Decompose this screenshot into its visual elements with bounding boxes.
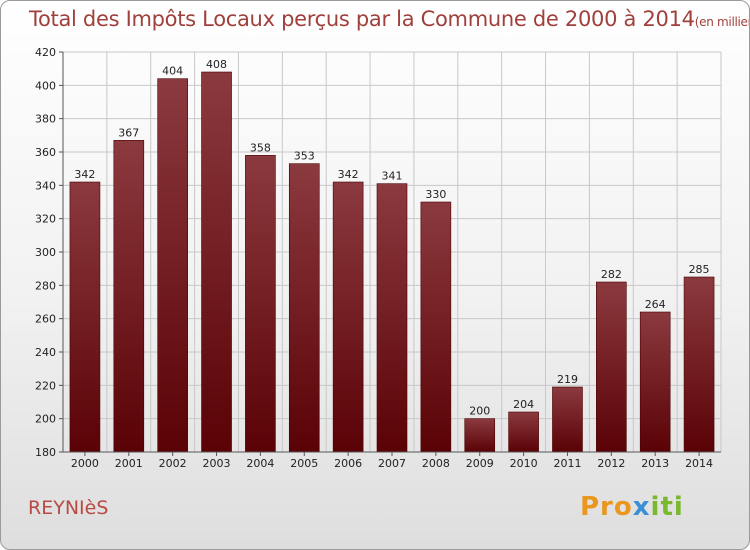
proxiti-logo: Proxiti bbox=[580, 492, 684, 522]
y-tick-label: 300 bbox=[35, 246, 56, 259]
value-label-2009: 200 bbox=[469, 405, 490, 418]
bar-2000 bbox=[69, 181, 101, 453]
y-tick-label: 280 bbox=[35, 279, 56, 292]
chart-unit: (en milliers d'€) bbox=[694, 15, 749, 29]
labels: 180 200 220 240 260 280 300 320 340 360 380 400 420 3… bbox=[35, 46, 713, 470]
chart-title-text: Total des Impôts Locaux perçus par la Co… bbox=[29, 7, 695, 31]
x-tick-label-2004: 2004 bbox=[246, 457, 274, 470]
x-tick-label-2005: 2005 bbox=[290, 457, 318, 470]
value-label-2013: 264 bbox=[645, 298, 666, 311]
bar-2007 bbox=[376, 183, 408, 453]
bar-2006 bbox=[332, 181, 364, 453]
commune-name: REYNIèS bbox=[28, 497, 109, 519]
value-label-2006: 342 bbox=[338, 168, 359, 181]
chart-title: Total des Impôts Locaux perçus par la Co… bbox=[29, 7, 749, 31]
x-tick-label-2000: 2000 bbox=[71, 457, 99, 470]
bar-2001 bbox=[113, 140, 145, 453]
bars bbox=[69, 71, 715, 453]
logo-part-2: x bbox=[632, 492, 651, 522]
x-tick-label-2008: 2008 bbox=[422, 457, 450, 470]
y-tick-label: 220 bbox=[35, 379, 56, 392]
axes bbox=[59, 51, 721, 456]
x-tick-label-2013: 2013 bbox=[641, 457, 669, 470]
x-tick-label-2006: 2006 bbox=[334, 457, 362, 470]
y-tick-label: 260 bbox=[35, 313, 56, 326]
bar-2008 bbox=[420, 201, 452, 453]
x-tick-label-2003: 2003 bbox=[203, 457, 231, 470]
y-tick-label: 400 bbox=[35, 79, 56, 92]
x-tick-label-2001: 2001 bbox=[115, 457, 143, 470]
x-tick-label-2009: 2009 bbox=[466, 457, 494, 470]
y-tick-label: 200 bbox=[35, 413, 56, 426]
value-label-2003: 408 bbox=[206, 58, 227, 71]
bar-2002 bbox=[157, 78, 188, 453]
x-tick-label-2014: 2014 bbox=[685, 457, 713, 470]
value-label-2010: 204 bbox=[513, 398, 534, 411]
y-tick-label: 380 bbox=[35, 113, 56, 126]
x-tick-label-2011: 2011 bbox=[553, 457, 581, 470]
value-label-2014: 285 bbox=[689, 263, 710, 276]
x-tick-label-2010: 2010 bbox=[510, 457, 538, 470]
y-tick-label: 420 bbox=[35, 46, 56, 59]
bar-2003 bbox=[201, 71, 232, 453]
bar-2013 bbox=[639, 311, 671, 453]
logo-part-3: iti bbox=[650, 492, 684, 522]
bar-2005 bbox=[288, 163, 320, 453]
logo-part-1: Pro bbox=[580, 492, 633, 522]
bar-2012 bbox=[596, 281, 627, 453]
value-label-2004: 358 bbox=[250, 141, 271, 154]
y-tick-label: 360 bbox=[35, 146, 56, 159]
y-tick-label: 180 bbox=[35, 446, 56, 459]
bar-2009 bbox=[464, 418, 496, 453]
value-label-2007: 341 bbox=[382, 170, 403, 183]
value-label-2011: 219 bbox=[557, 373, 578, 386]
x-tick-label-2012: 2012 bbox=[597, 457, 625, 470]
x-tick-label-2007: 2007 bbox=[378, 457, 406, 470]
bar-2014 bbox=[683, 276, 715, 453]
bar-2004 bbox=[245, 155, 276, 453]
value-label-2005: 353 bbox=[294, 150, 315, 163]
y-tick-label: 340 bbox=[35, 179, 56, 192]
value-label-2008: 330 bbox=[425, 188, 446, 201]
value-label-2000: 342 bbox=[74, 168, 95, 181]
y-tick-label: 240 bbox=[35, 346, 56, 359]
value-label-2001: 367 bbox=[118, 126, 139, 139]
bar-2011 bbox=[552, 386, 583, 453]
y-tick-label: 320 bbox=[35, 213, 56, 226]
value-label-2002: 404 bbox=[162, 65, 183, 78]
value-label-2012: 282 bbox=[601, 268, 622, 281]
x-tick-label-2002: 2002 bbox=[159, 457, 187, 470]
bar-2010 bbox=[508, 411, 539, 453]
